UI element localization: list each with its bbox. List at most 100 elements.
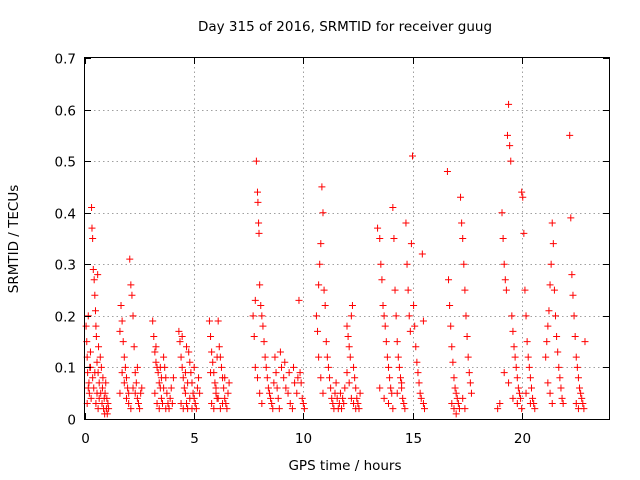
- data-point: [84, 312, 92, 320]
- data-point: [327, 384, 335, 392]
- data-point: [457, 193, 465, 201]
- data-point: [392, 312, 400, 320]
- data-point: [522, 312, 530, 320]
- data-point: [117, 302, 125, 310]
- data-point: [215, 343, 223, 351]
- data-point: [514, 384, 522, 392]
- data-point: [445, 276, 453, 284]
- data-point: [450, 374, 458, 382]
- data-point: [209, 358, 217, 366]
- data-point: [314, 327, 322, 335]
- data-point: [133, 363, 141, 371]
- data-point: [84, 384, 92, 392]
- data-point: [149, 317, 157, 325]
- data-point: [574, 405, 582, 413]
- data-point: [348, 302, 356, 310]
- data-point: [116, 389, 124, 397]
- data-point: [82, 322, 90, 330]
- data-point: [205, 317, 213, 325]
- data-point: [548, 400, 556, 408]
- data-point: [88, 204, 96, 212]
- data-point: [519, 193, 527, 201]
- data-point: [213, 353, 221, 361]
- data-point: [178, 332, 186, 340]
- data-point: [543, 338, 551, 346]
- x-axis-label: GPS time / hours: [288, 458, 401, 474]
- data-point: [88, 224, 96, 232]
- x-tick-label: 20: [514, 431, 531, 447]
- data-point: [352, 384, 360, 392]
- data-point: [131, 389, 139, 397]
- data-point: [176, 338, 184, 346]
- data-point: [136, 405, 144, 413]
- data-point: [210, 405, 218, 413]
- data-point: [577, 389, 585, 397]
- data-point: [155, 379, 163, 387]
- data-point: [154, 369, 162, 377]
- data-point: [98, 384, 106, 392]
- data-point: [506, 142, 514, 150]
- data-point: [417, 394, 425, 402]
- data-point: [326, 374, 334, 382]
- data-point: [250, 332, 258, 340]
- x-tick-label: 0: [81, 431, 90, 447]
- grid-lines: [85, 58, 609, 419]
- data-point: [120, 379, 128, 387]
- data-point: [319, 389, 327, 397]
- data-point: [268, 400, 276, 408]
- y-tick-label: 0: [67, 413, 76, 429]
- data-point: [452, 389, 460, 397]
- data-point: [377, 260, 385, 268]
- data-point: [502, 286, 510, 294]
- data-point: [382, 338, 390, 346]
- data-point: [288, 405, 296, 413]
- data-point: [188, 405, 196, 413]
- data-point: [526, 400, 534, 408]
- data-point: [559, 400, 567, 408]
- data-point: [505, 379, 513, 387]
- x-tick-label: 10: [295, 431, 312, 447]
- data-point: [446, 302, 454, 310]
- data-point: [346, 353, 354, 361]
- data-point: [414, 369, 422, 377]
- data-point: [544, 379, 552, 387]
- data-point: [89, 265, 97, 273]
- data-point: [401, 405, 409, 413]
- data-point: [505, 100, 513, 108]
- data-point: [576, 384, 584, 392]
- data-point: [134, 400, 142, 408]
- data-point: [568, 271, 576, 279]
- data-point: [339, 394, 347, 402]
- data-point: [389, 204, 397, 212]
- data-point: [391, 286, 399, 294]
- data-point: [343, 322, 351, 330]
- data-point: [452, 410, 460, 418]
- data-point: [461, 286, 469, 294]
- data-point: [116, 327, 124, 335]
- data-point: [454, 400, 462, 408]
- data-point: [118, 369, 126, 377]
- data-point: [181, 369, 189, 377]
- data-point: [294, 374, 302, 382]
- data-point: [569, 291, 577, 299]
- data-point: [376, 384, 384, 392]
- data-point: [99, 374, 107, 382]
- data-point: [207, 369, 215, 377]
- data-point: [224, 389, 232, 397]
- data-point: [405, 312, 413, 320]
- data-point: [503, 131, 511, 139]
- data-point: [160, 353, 168, 361]
- data-point: [263, 374, 271, 382]
- data-points: [82, 100, 589, 418]
- data-point: [163, 389, 171, 397]
- data-point: [316, 260, 324, 268]
- data-point: [548, 219, 556, 227]
- data-point: [181, 389, 189, 397]
- data-point: [317, 240, 325, 248]
- data-point: [177, 400, 185, 408]
- y-tick-label: 0.1: [55, 361, 76, 377]
- data-point: [253, 188, 261, 196]
- data-point: [525, 363, 533, 371]
- data-point: [410, 302, 418, 310]
- data-point: [129, 312, 137, 320]
